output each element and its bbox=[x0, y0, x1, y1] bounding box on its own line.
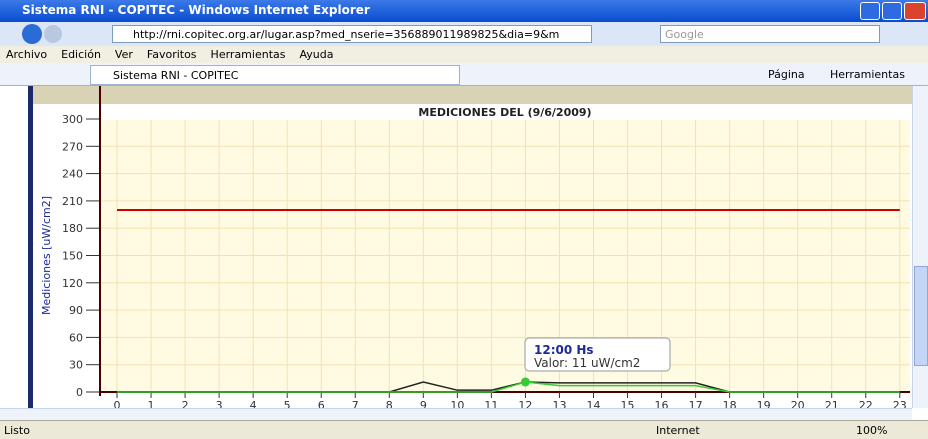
y-tick-label: 150 bbox=[62, 250, 83, 263]
menu-item[interactable]: Archivo bbox=[6, 48, 47, 61]
x-tick-label: 21 bbox=[825, 399, 839, 408]
y-tick-label: 240 bbox=[62, 168, 83, 181]
x-tick-label: 13 bbox=[552, 399, 566, 408]
search-box[interactable]: Google bbox=[660, 25, 880, 43]
x-tick-label: 2 bbox=[182, 399, 189, 408]
x-tick-label: 6 bbox=[318, 399, 325, 408]
title-bar: Sistema RNI - COPITEC - Windows Internet… bbox=[0, 0, 928, 22]
tooltip-value: Valor: 11 uW/cm2 bbox=[534, 356, 640, 370]
highlight-point bbox=[521, 377, 530, 386]
y-tick-label: 60 bbox=[69, 331, 83, 344]
x-tick-label: 4 bbox=[250, 399, 257, 408]
x-tick-label: 9 bbox=[420, 399, 427, 408]
zoom[interactable]: 100% bbox=[856, 424, 887, 437]
tab-title: Sistema RNI - COPITEC bbox=[113, 69, 238, 82]
x-tick-label: 5 bbox=[284, 399, 291, 408]
close[interactable] bbox=[904, 2, 926, 20]
zone: Internet bbox=[656, 424, 700, 437]
page: Sistema RNI - COPITEC - Windows Internet… bbox=[0, 0, 928, 439]
forward-button[interactable] bbox=[44, 25, 62, 43]
maximize[interactable] bbox=[882, 2, 902, 20]
menu-item[interactable]: Herramientas bbox=[211, 48, 286, 61]
menu-item[interactable]: Ver bbox=[115, 48, 133, 61]
window-title: Sistema RNI - COPITEC - Windows Internet… bbox=[22, 3, 370, 17]
minimize[interactable] bbox=[860, 2, 880, 20]
x-tick-label: 7 bbox=[352, 399, 359, 408]
x-tick-label: 16 bbox=[655, 399, 669, 408]
x-tick-label: 8 bbox=[386, 399, 393, 408]
menu-item[interactable]: Favoritos bbox=[147, 48, 197, 61]
chart-title: MEDICIONES DEL (9/6/2009) bbox=[418, 106, 591, 119]
y-tick-label: 180 bbox=[62, 222, 83, 235]
y-tick-label: 90 bbox=[69, 304, 83, 317]
address-row: http://rni.copitec.org.ar/lugar.asp?med_… bbox=[0, 22, 928, 46]
tools-menu[interactable]: Herramientas bbox=[830, 68, 905, 81]
y-axis-label: Mediciones [uW/cm2] bbox=[40, 196, 53, 315]
x-tick-label: 19 bbox=[757, 399, 771, 408]
vertical-scrollbar[interactable] bbox=[912, 86, 928, 408]
status-bar: Listo Internet 100% bbox=[0, 420, 928, 439]
menu-item[interactable]: Ayuda bbox=[299, 48, 333, 61]
x-tick-label: 14 bbox=[586, 399, 600, 408]
x-tick-label: 3 bbox=[216, 399, 223, 408]
search: Google bbox=[665, 28, 704, 41]
x-tick-label: 1 bbox=[148, 399, 155, 408]
y-tick-label: 0 bbox=[76, 386, 83, 399]
address-bar[interactable]: http://rni.copitec.org.ar/lugar.asp?med_… bbox=[112, 25, 592, 43]
menu-bar: Archivo Edición Ver Favoritos Herramientas Ay… bbox=[0, 46, 928, 63]
x-tick-label: 23 bbox=[893, 399, 907, 408]
favorites-bar: Sistema RNI - COPITEC Página Herramienta… bbox=[0, 63, 928, 86]
x-tick-label: 10 bbox=[450, 399, 464, 408]
y-tick-label: 300 bbox=[62, 113, 83, 126]
scroll-thumb[interactable] bbox=[914, 266, 928, 366]
y-tick-label: 30 bbox=[69, 359, 83, 372]
x-tick-label: 22 bbox=[859, 399, 873, 408]
tab[interactable]: Sistema RNI - COPITEC bbox=[90, 65, 460, 85]
y-tick-label: 270 bbox=[62, 140, 83, 153]
y-tick-label: 120 bbox=[62, 277, 83, 290]
plot-area bbox=[100, 86, 910, 392]
menu-item[interactable]: Edición bbox=[61, 48, 101, 61]
back-button[interactable] bbox=[22, 24, 42, 44]
x-tick-label: 15 bbox=[621, 399, 635, 408]
x-tick-label: 20 bbox=[791, 399, 805, 408]
x-tick-label: 12 bbox=[518, 399, 532, 408]
address: http://rni.copitec.org.ar/lugar.asp?med_… bbox=[133, 28, 559, 41]
page-menu[interactable]: Página bbox=[768, 68, 805, 81]
y-tick-label: 210 bbox=[62, 195, 83, 208]
x-tick-label: 11 bbox=[484, 399, 498, 408]
x-tick-label: 17 bbox=[689, 399, 703, 408]
header-band bbox=[33, 86, 912, 104]
x-tick-label: 0 bbox=[114, 399, 121, 408]
horizontal-scrollbar[interactable] bbox=[0, 408, 912, 420]
x-tick-label: 18 bbox=[723, 399, 737, 408]
tooltip-time: 12:00 Hs bbox=[534, 343, 594, 357]
status: Listo bbox=[4, 424, 30, 437]
